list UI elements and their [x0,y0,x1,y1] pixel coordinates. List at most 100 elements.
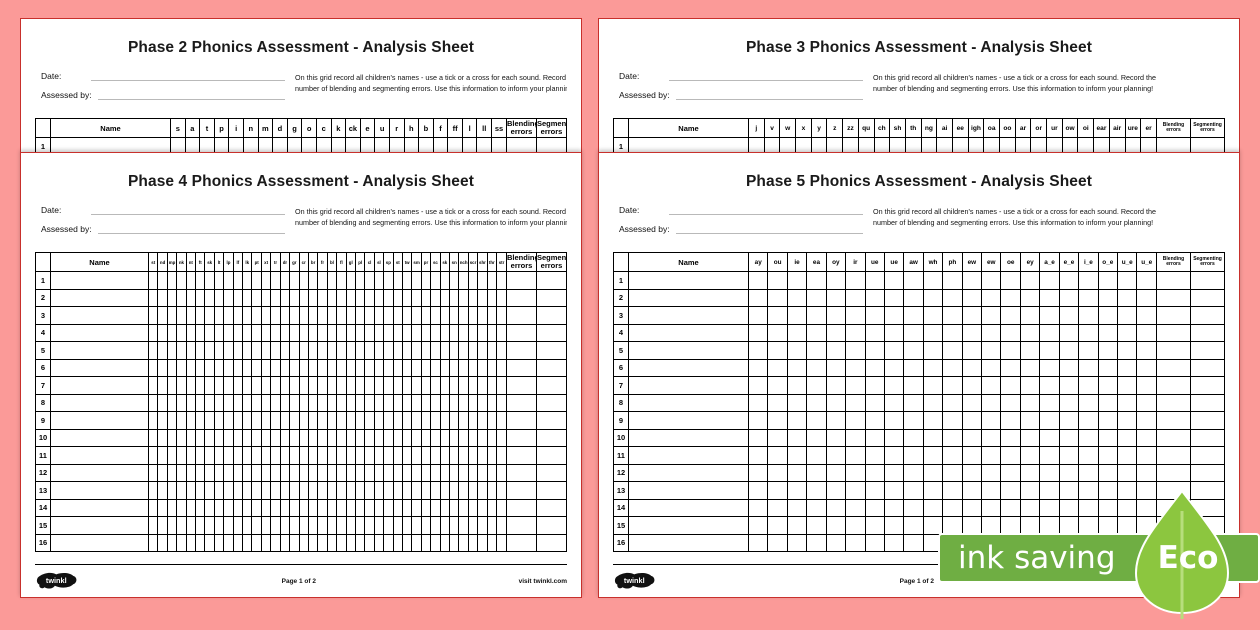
sound-check-cell[interactable] [392,288,403,307]
error-count-cell[interactable] [506,341,537,360]
sound-check-cell[interactable] [1136,306,1157,325]
sound-check-cell[interactable] [845,323,866,342]
sound-check-cell[interactable] [806,428,827,447]
sound-check-cell[interactable] [1000,376,1021,395]
error-count-cell[interactable] [506,481,537,500]
sound-check-cell[interactable] [251,323,262,342]
sound-check-cell[interactable] [195,533,206,552]
sound-check-cell[interactable] [307,411,319,430]
sound-check-cell[interactable] [401,358,413,377]
sound-check-cell[interactable] [448,358,460,377]
sound-check-cell[interactable] [251,446,262,465]
sound-check-cell[interactable] [270,306,281,325]
sound-check-cell[interactable] [439,393,451,412]
error-count-cell[interactable] [1190,376,1225,395]
sound-check-cell[interactable] [825,376,847,395]
error-count-cell[interactable] [536,428,567,447]
sound-check-cell[interactable] [279,323,291,342]
sound-check-cell[interactable] [903,446,924,465]
error-count-cell[interactable] [536,463,567,482]
sound-check-cell[interactable] [345,341,356,360]
table-row[interactable]: 13 [35,481,567,500]
sound-check-cell[interactable] [1136,411,1157,430]
sound-check-cell[interactable] [825,498,847,517]
sound-check-cell[interactable] [942,428,963,447]
sound-check-cell[interactable] [392,323,403,342]
sound-check-cell[interactable] [147,376,159,395]
sound-check-cell[interactable] [260,481,272,500]
sound-check-cell[interactable] [747,358,769,377]
sound-check-cell[interactable] [317,358,328,377]
sound-check-cell[interactable] [825,516,847,535]
sound-check-cell[interactable] [176,376,187,395]
error-count-cell[interactable] [506,306,537,325]
sound-check-cell[interactable] [336,306,347,325]
sound-check-cell[interactable] [448,288,460,307]
sound-check-cell[interactable] [747,393,769,412]
sound-check-cell[interactable] [786,271,808,290]
name-cell[interactable] [50,288,149,307]
sound-check-cell[interactable] [448,498,460,517]
sound-check-cell[interactable] [942,481,963,500]
sound-check-cell[interactable] [448,341,460,360]
sound-check-cell[interactable] [883,271,905,290]
sound-check-cell[interactable] [1000,411,1021,430]
sound-check-cell[interactable] [411,411,422,430]
assessed-by-input-line[interactable] [97,225,285,234]
sound-check-cell[interactable] [279,498,291,517]
sound-check-cell[interactable] [477,446,488,465]
sound-check-cell[interactable] [458,516,469,535]
sound-check-cell[interactable] [439,411,451,430]
sound-check-cell[interactable] [845,341,866,360]
sound-check-cell[interactable] [1058,341,1080,360]
sound-check-cell[interactable] [373,306,385,325]
sound-check-cell[interactable] [496,428,507,447]
sound-check-cell[interactable] [477,481,488,500]
sound-check-cell[interactable] [496,306,507,325]
sound-check-cell[interactable] [260,341,272,360]
error-count-cell[interactable] [536,306,567,325]
sound-check-cell[interactable] [458,288,469,307]
sound-check-cell[interactable] [317,341,328,360]
assessed-by-field[interactable]: Assessed by: [619,224,863,234]
sound-check-cell[interactable] [401,376,413,395]
sound-check-cell[interactable] [420,306,432,325]
assessed-by-field[interactable]: Assessed by: [41,224,285,234]
sound-check-cell[interactable] [448,376,460,395]
sound-check-cell[interactable] [185,271,197,290]
date-input-line[interactable] [91,72,285,81]
sound-check-cell[interactable] [147,533,159,552]
sound-check-cell[interactable] [195,288,206,307]
name-cell[interactable] [628,516,749,535]
sound-check-cell[interactable] [336,481,347,500]
sound-check-cell[interactable] [786,481,808,500]
sound-check-cell[interactable] [1097,446,1119,465]
sound-check-cell[interactable] [845,411,866,430]
sound-check-cell[interactable] [317,271,328,290]
sound-check-cell[interactable] [307,446,319,465]
sound-check-cell[interactable] [496,498,507,517]
sound-check-cell[interactable] [448,393,460,412]
sound-check-cell[interactable] [1019,463,1041,482]
sound-check-cell[interactable] [176,358,187,377]
sound-check-cell[interactable] [1019,341,1041,360]
error-count-cell[interactable] [506,393,537,412]
sound-check-cell[interactable] [981,463,1002,482]
sound-check-cell[interactable] [1078,481,1099,500]
sound-check-cell[interactable] [1019,358,1041,377]
sound-check-cell[interactable] [961,306,983,325]
sound-check-cell[interactable] [486,341,498,360]
sound-check-cell[interactable] [251,358,262,377]
error-count-cell[interactable] [506,411,537,430]
sound-check-cell[interactable] [260,411,272,430]
sound-check-cell[interactable] [1019,428,1041,447]
sound-check-cell[interactable] [157,446,168,465]
sound-check-cell[interactable] [486,463,498,482]
sound-check-cell[interactable] [242,376,253,395]
sound-check-cell[interactable] [279,516,291,535]
sound-check-cell[interactable] [204,341,215,360]
sound-check-cell[interactable] [883,533,905,552]
table-row[interactable]: 11 [613,446,1225,465]
sound-check-cell[interactable] [223,516,234,535]
sound-check-cell[interactable] [204,516,215,535]
